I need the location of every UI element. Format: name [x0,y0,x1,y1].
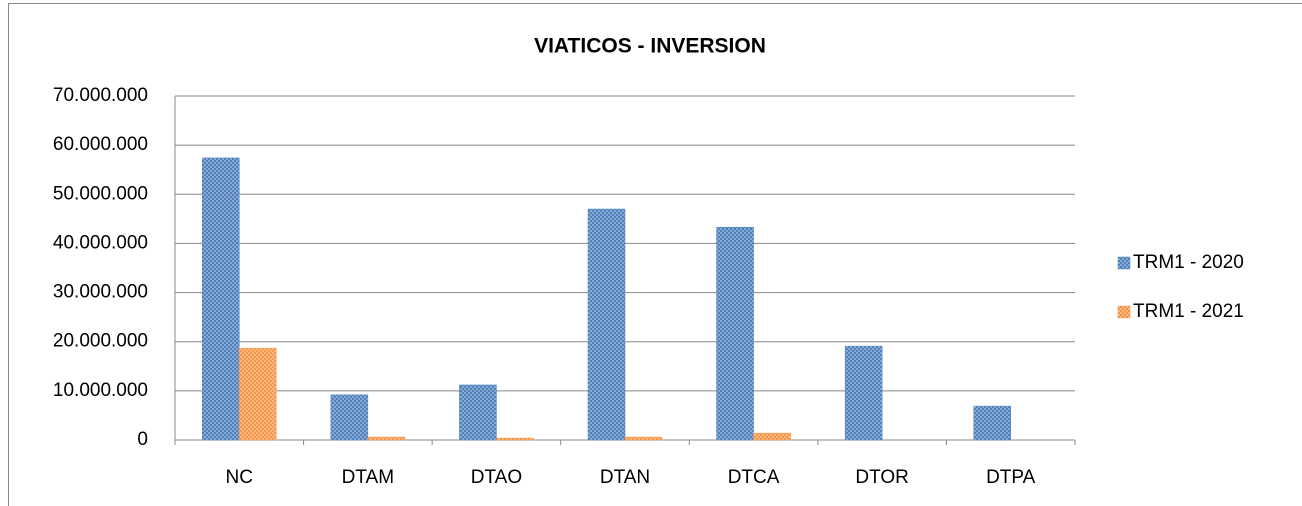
bar [202,157,240,441]
bar [459,384,497,441]
x-tick-label: DTAN [600,467,650,488]
bar [330,394,369,441]
legend-label: TRM1 - 2021 [1133,301,1244,322]
bar [753,432,791,441]
x-tick-label: DTOR [855,467,908,488]
bar [624,436,663,441]
y-tick-label: 20.000.000 [53,331,148,352]
legend-swatch [1117,305,1131,319]
bar [844,345,883,441]
legend-label: TRM1 - 2020 [1133,252,1244,273]
bar [367,436,406,441]
y-tick-label: 10.000.000 [53,380,148,401]
chart-title: VIATICOS - INVERSION [534,35,766,58]
chart-frame [8,3,1302,506]
legend-swatch [1117,256,1131,270]
y-tick-label: 40.000.000 [53,232,148,253]
bar [973,405,1011,441]
x-tick-label: NC [226,467,253,488]
x-tick-label: DTCA [728,467,780,488]
x-tick-label: DTPA [986,467,1036,488]
bar [496,437,534,441]
bar [239,347,277,441]
x-tick-label: DTAO [471,467,522,488]
y-tick-label: 60.000.000 [53,134,148,155]
bar [716,226,754,441]
y-tick-label: 30.000.000 [53,282,148,303]
x-tick-label: DTAM [342,467,394,488]
y-tick-label: 70.000.000 [53,85,148,106]
bar [587,208,626,441]
y-tick-label: 0 [137,429,148,450]
y-tick-label: 50.000.000 [53,183,148,204]
